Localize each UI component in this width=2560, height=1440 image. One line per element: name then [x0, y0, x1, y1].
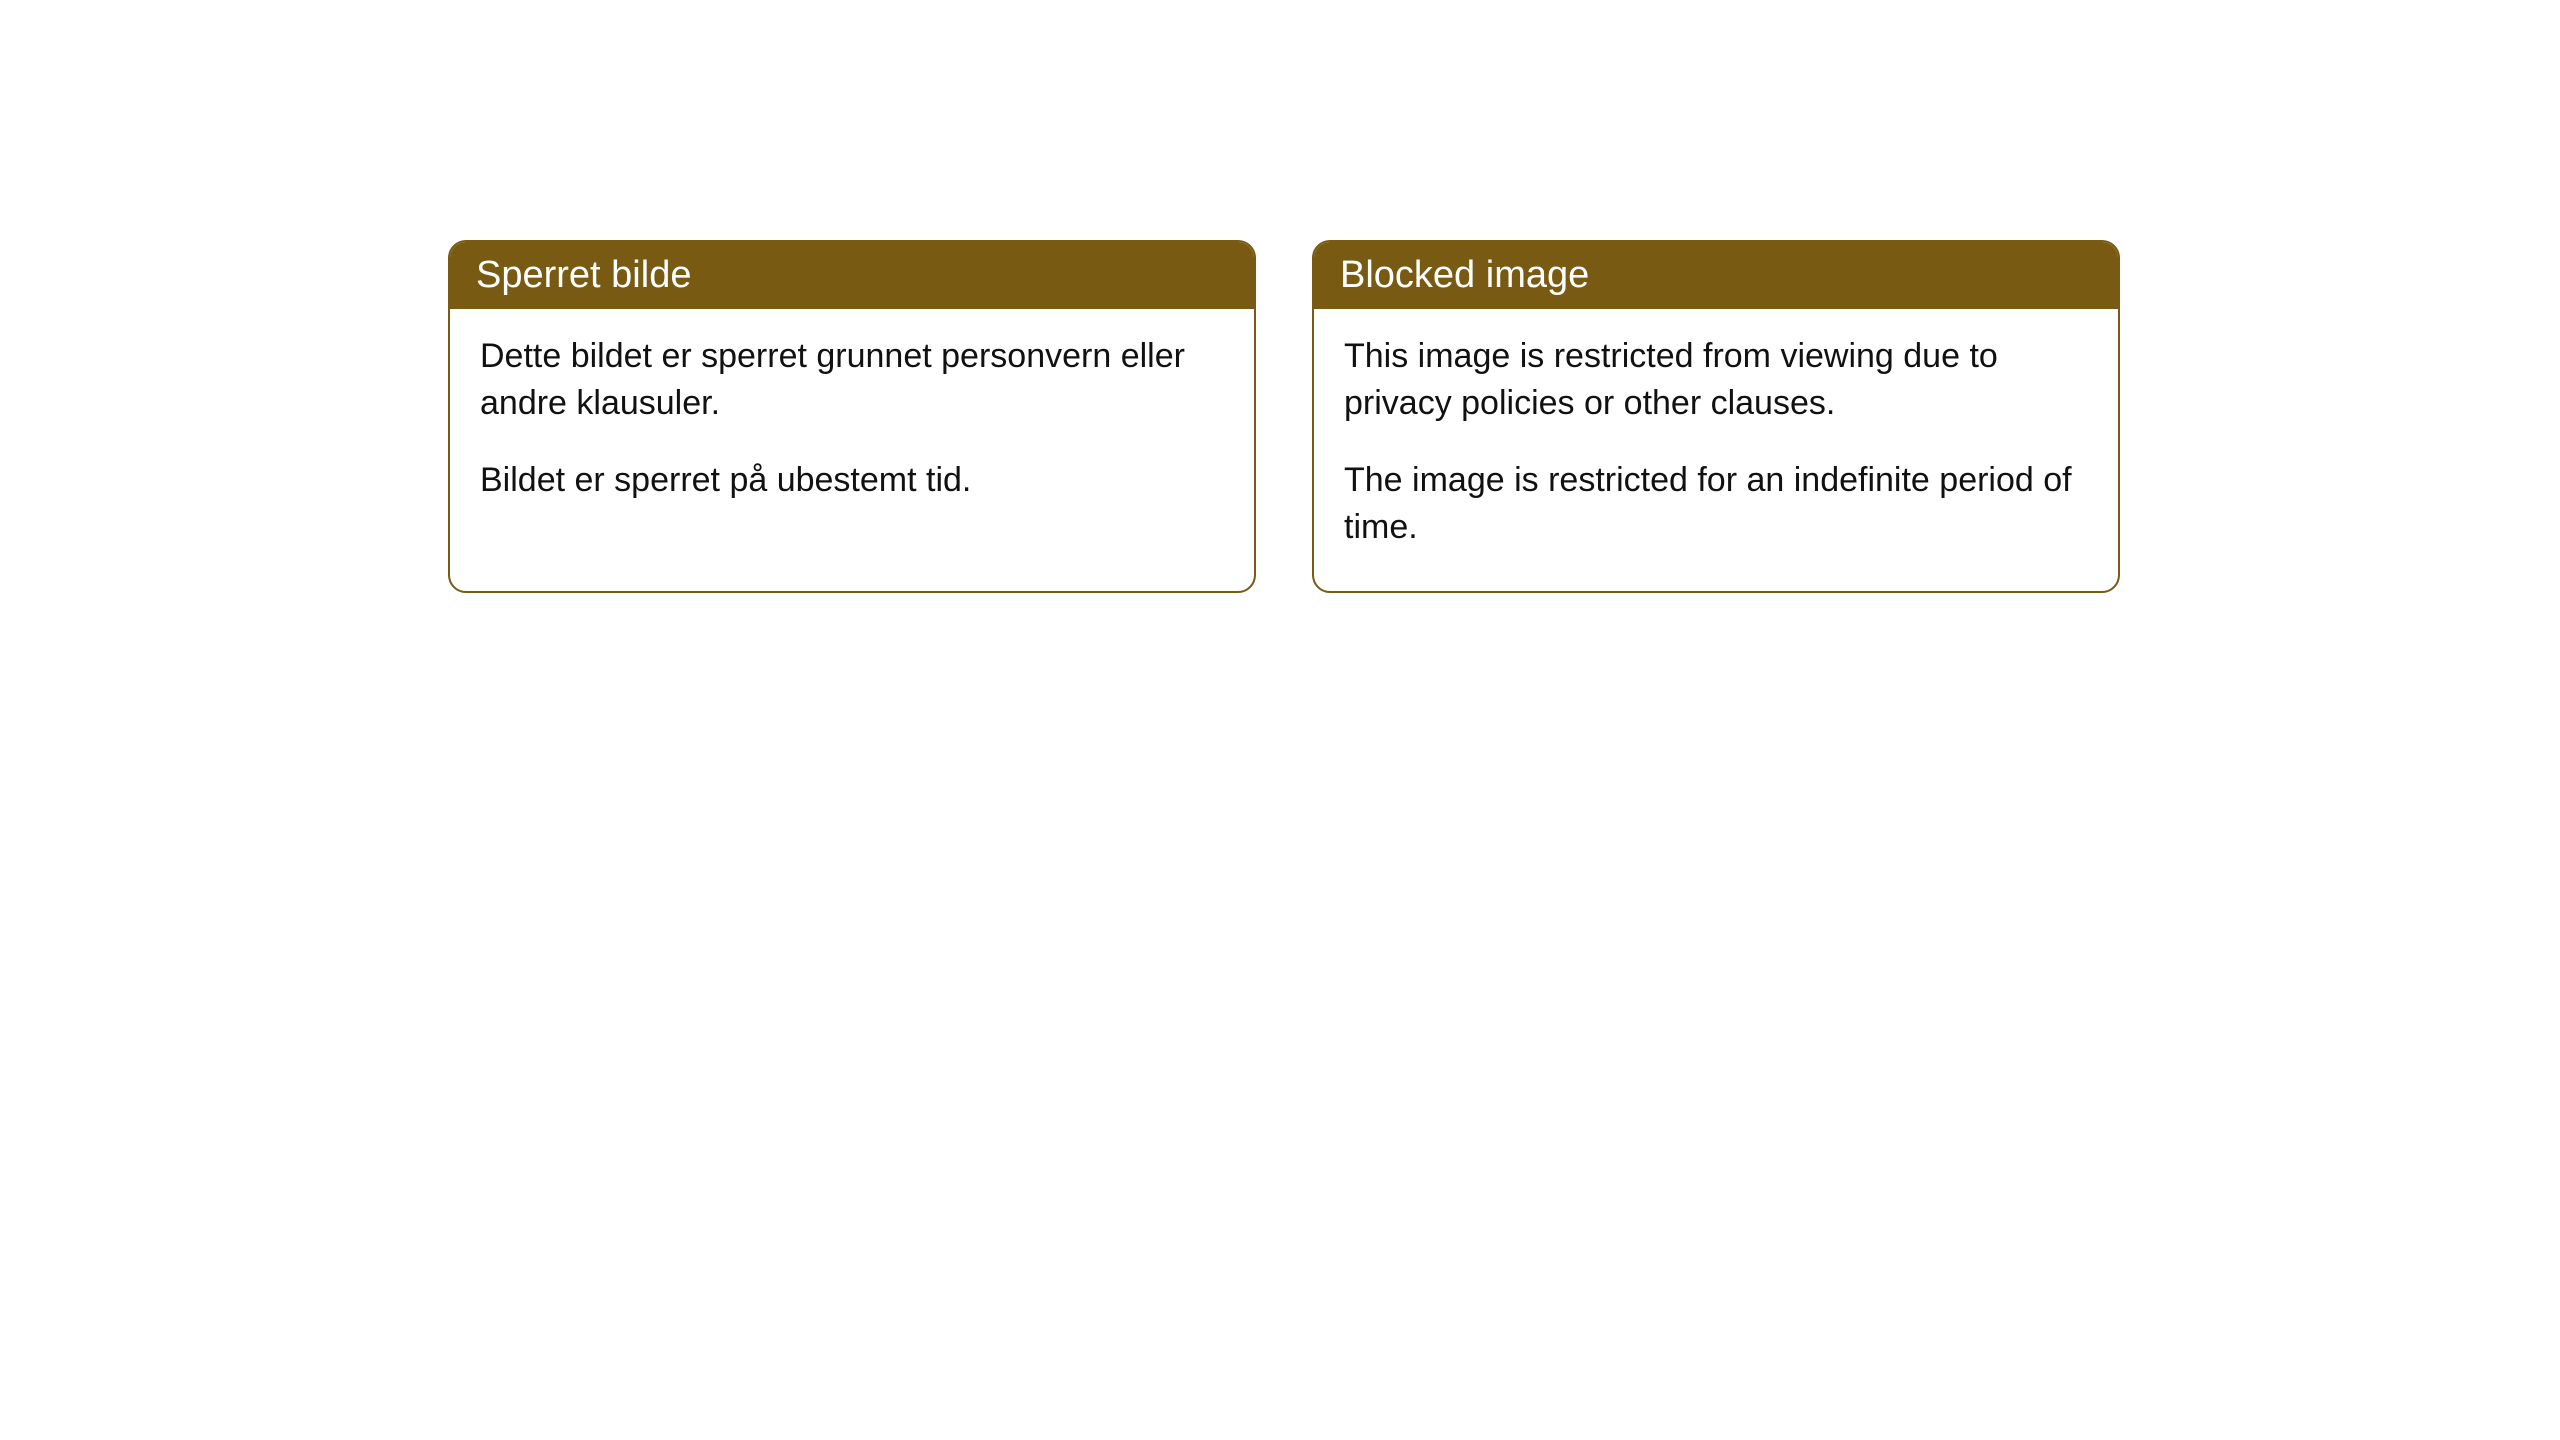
card-header-en: Blocked image [1314, 242, 2118, 309]
card-body-no: Dette bildet er sperret grunnet personve… [450, 309, 1254, 544]
card-paragraph-1-en: This image is restricted from viewing du… [1344, 333, 2088, 427]
card-title-en: Blocked image [1340, 254, 1589, 296]
card-header-no: Sperret bilde [450, 242, 1254, 309]
notice-cards-container: Sperret bilde Dette bildet er sperret gr… [0, 0, 2560, 593]
card-paragraph-1-no: Dette bildet er sperret grunnet personve… [480, 333, 1224, 427]
card-paragraph-2-no: Bildet er sperret på ubestemt tid. [480, 457, 1224, 504]
blocked-image-card-no: Sperret bilde Dette bildet er sperret gr… [448, 240, 1256, 593]
card-paragraph-2-en: The image is restricted for an indefinit… [1344, 457, 2088, 551]
card-title-no: Sperret bilde [476, 254, 691, 296]
card-body-en: This image is restricted from viewing du… [1314, 309, 2118, 591]
blocked-image-card-en: Blocked image This image is restricted f… [1312, 240, 2120, 593]
